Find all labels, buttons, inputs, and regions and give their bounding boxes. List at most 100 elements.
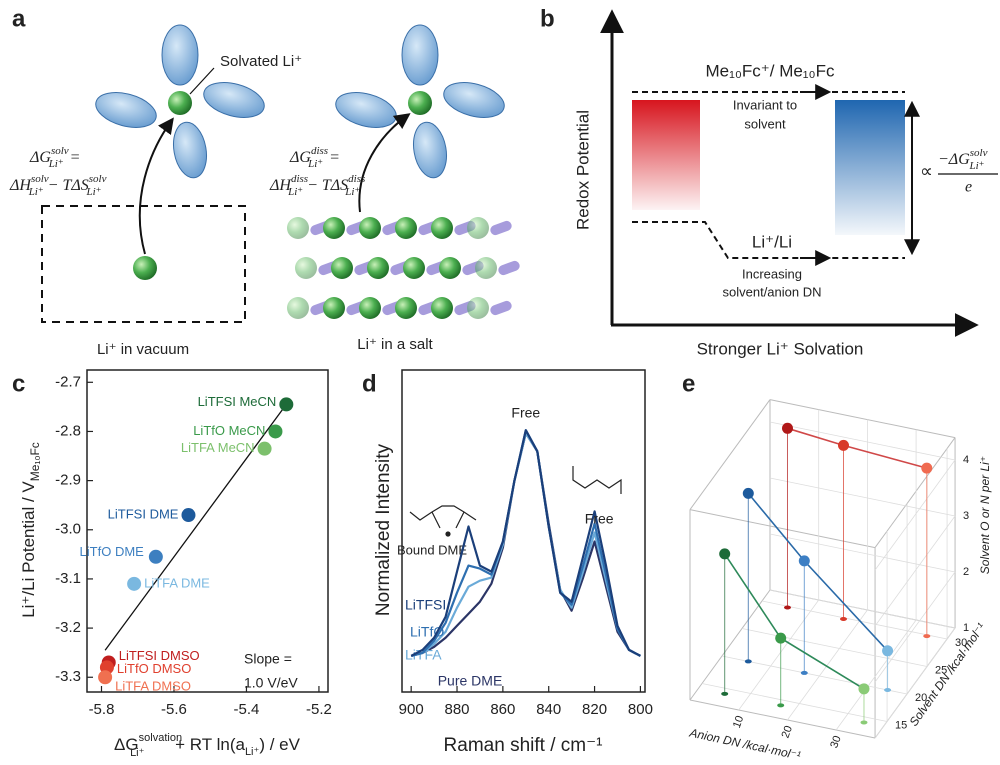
data-point	[98, 670, 113, 685]
grid-line	[738, 599, 820, 711]
data-point	[257, 441, 272, 456]
data-point	[858, 683, 870, 695]
series-line	[747, 492, 889, 652]
box-edge	[874, 437, 956, 548]
lattice-anion	[490, 220, 512, 236]
data-point	[781, 422, 793, 434]
point-label: LiTFSI MeCN	[198, 394, 277, 409]
floor-shadow	[840, 617, 848, 621]
panel-label: d	[362, 370, 377, 397]
y-axis-label: Li⁺/Li Potential / VMe₁₀Fc	[19, 442, 42, 618]
z-tick-label: 4	[963, 454, 969, 466]
fit-line	[104, 404, 287, 651]
equation: ΔGsolv Li⁺ =	[29, 145, 80, 170]
y-tick-label: -2.7	[55, 373, 81, 390]
x-tick-label: 30	[828, 734, 843, 750]
fraction-numerator: −ΔGsolv Li⁺	[938, 147, 988, 172]
box-edge	[689, 509, 876, 549]
x-tick-label: 820	[582, 701, 607, 718]
grid-line	[769, 477, 956, 517]
panel-b: Redox Potential Stronger Li⁺ Solvation M…	[573, 9, 998, 358]
y-tick-label: -3.3	[55, 668, 81, 685]
note: Increasing	[742, 266, 802, 281]
panel-label: b	[540, 5, 555, 32]
floor-shadow	[777, 703, 785, 708]
grid-line	[787, 609, 868, 721]
x-axis-label: ΔGsolvation Li⁺ + RT ln(aLi⁺) / eV	[114, 732, 301, 759]
grid-line	[769, 533, 956, 573]
y-tick-label: -3.0	[55, 521, 81, 538]
point-label: LiTFSI DME	[108, 506, 179, 521]
floor-shadow	[744, 659, 752, 664]
arrow	[358, 113, 411, 213]
grid-line	[874, 627, 956, 739]
y-tick-label: 25	[935, 664, 947, 676]
x-tick-label: -5.2	[306, 701, 332, 718]
box-edge	[689, 399, 771, 510]
x-tick-label: 900	[399, 701, 424, 718]
data-point	[719, 548, 731, 560]
data-point	[798, 555, 810, 567]
vacuum-label: Li⁺ in vacuum	[97, 341, 189, 358]
lattice-ion	[287, 217, 309, 239]
note: solvent	[744, 116, 786, 131]
equation: ΔHdiss Li⁺ − TΔSdiss Li⁺	[269, 173, 365, 198]
annotation: 1.0 V/eV	[244, 675, 298, 691]
plot-frame	[86, 369, 329, 693]
x-tick-label: -5.4	[234, 701, 260, 718]
lattice-ion	[323, 297, 345, 319]
grid-line	[701, 683, 888, 722]
salt-cluster	[335, 24, 505, 179]
data-point	[921, 462, 933, 474]
equation: ΔHsolv Li⁺ − TΔSsolv Li⁺	[9, 173, 107, 198]
grid-line	[761, 600, 948, 640]
floor-shadow	[860, 720, 868, 725]
data-point	[148, 549, 163, 564]
box-edge	[689, 589, 771, 701]
x-tick-label: 800	[628, 701, 653, 718]
lattice-ion	[431, 297, 453, 319]
grid-line	[769, 421, 956, 461]
series-label: Pure DME	[438, 673, 503, 689]
plot-frame	[401, 369, 646, 693]
panel-label: a	[12, 5, 26, 32]
annotation: Free	[585, 511, 614, 527]
point-label: LiTFA DMSO	[115, 679, 191, 694]
fraction-denominator: e	[965, 179, 972, 196]
lattice-anion	[498, 260, 520, 276]
x-tick-label: 840	[536, 701, 561, 718]
red-band	[632, 100, 700, 210]
couple-label: Me₁₀Fc⁺/ Me₁₀Fc	[705, 61, 835, 80]
lattice-ion	[367, 257, 389, 279]
lattice-ion	[467, 297, 489, 319]
data-point	[838, 439, 850, 451]
data-point	[181, 508, 196, 523]
lattice-ion	[395, 217, 417, 239]
lattice-ion	[359, 217, 381, 239]
data-point	[742, 487, 754, 499]
data-point	[279, 397, 294, 412]
y-tick-label: -3.2	[55, 619, 81, 636]
annotation: Free	[511, 405, 540, 421]
lattice-ion	[475, 257, 497, 279]
y-tick-label: -3.1	[55, 570, 81, 587]
y-axis-label: Redox Potential	[573, 110, 592, 230]
grid-line	[874, 459, 956, 571]
point-label: LiTfO MeCN	[193, 423, 265, 438]
lattice-ion	[467, 217, 489, 239]
data-point	[268, 424, 283, 439]
blue-band	[835, 100, 905, 235]
y-tick-label: 15	[895, 719, 907, 731]
grid-line	[721, 655, 908, 695]
floor-shadow	[923, 634, 931, 639]
equation: ΔGdiss Li⁺ =	[289, 145, 340, 170]
grid-line	[835, 619, 917, 731]
arrow	[138, 117, 174, 255]
point-label: LiTfO DMSO	[117, 661, 191, 676]
series-label: LiTfO	[410, 624, 444, 640]
y-tick-label: -2.9	[55, 472, 81, 489]
grid-line	[874, 515, 956, 627]
floor-shadow	[800, 670, 808, 675]
y-tick-label: 30	[955, 637, 967, 649]
